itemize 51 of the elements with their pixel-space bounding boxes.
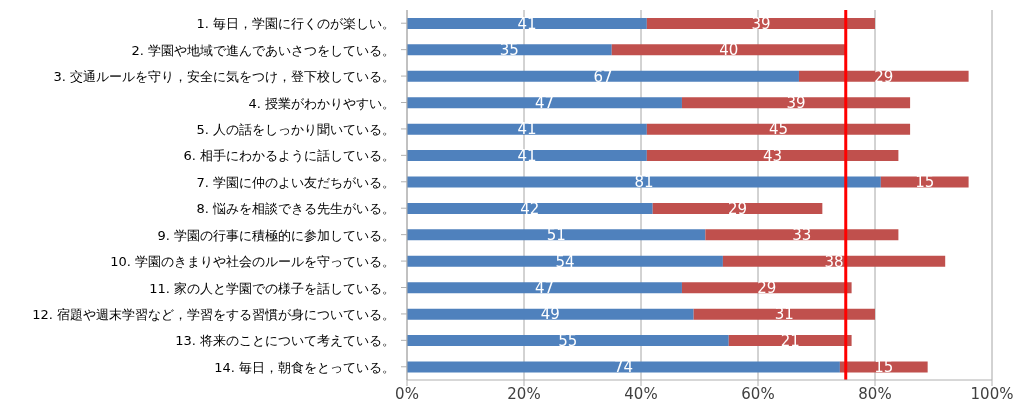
y-tick-label: 13. 将来のことについて考えている。 <box>175 333 395 349</box>
x-tick-label: 80% <box>858 384 892 403</box>
bar <box>646 17 875 29</box>
bar <box>681 97 911 109</box>
y-tick-label: 12. 宿題や週末学習など，学習をする習慣が身についている。 <box>32 306 395 322</box>
y-tick-label: 6. 相手にわかるように話している。 <box>183 148 395 164</box>
bar <box>407 255 723 267</box>
y-tick-label: 7. 学園に仲のよい友だちがいる。 <box>196 174 395 190</box>
y-tick-label: 8. 悩みを相談できる先生がいる。 <box>196 201 395 217</box>
bar <box>407 97 682 109</box>
bar <box>705 229 899 241</box>
bar <box>798 70 969 82</box>
x-tick-label: 100% <box>970 384 1014 403</box>
bar <box>693 308 875 320</box>
bar <box>652 202 823 214</box>
y-tick-label: 11. 家の人と学園での様子を話している。 <box>149 280 395 296</box>
bar <box>728 335 852 347</box>
bar <box>407 308 694 320</box>
bar <box>407 123 647 135</box>
y-tick-label: 10. 学園のきまりや社会のルールを守っている。 <box>110 254 395 270</box>
bar <box>646 150 899 162</box>
bar <box>880 176 969 188</box>
bar <box>407 70 799 82</box>
bar <box>407 229 706 241</box>
data-label: 38 <box>824 252 844 271</box>
y-tick-label: 5. 人の話をしっかり聞いている。 <box>196 121 395 137</box>
bar <box>722 255 946 267</box>
bar <box>407 150 647 162</box>
bar <box>611 44 846 56</box>
bar <box>407 282 682 294</box>
data-label: 54 <box>555 252 575 271</box>
x-tick-label: 0% <box>395 384 419 403</box>
y-tick-label: 2. 学園や地域で進んであいさつをしている。 <box>131 42 395 58</box>
bar <box>407 176 881 188</box>
bar <box>407 361 840 373</box>
bar <box>407 17 647 29</box>
bar <box>407 44 612 56</box>
bar <box>681 282 852 294</box>
y-tick-label: 9. 学園の行事に積極的に参加している。 <box>157 227 395 243</box>
x-tick-label: 60% <box>741 384 775 403</box>
y-tick-label: 3. 交通ルールを守り，安全に気をつけ，登下校している。 <box>53 69 395 85</box>
bar <box>407 335 729 347</box>
y-tick-label: 14. 毎日，朝食をとっている。 <box>214 359 395 375</box>
y-tick-label: 4. 授業がわかりやすい。 <box>248 95 395 111</box>
data-label: 29 <box>874 67 894 86</box>
bar <box>646 123 911 135</box>
data-label: 67 <box>593 67 613 86</box>
x-tick-label: 40% <box>624 384 658 403</box>
y-tick-label: 1. 毎日，学園に行くのが楽しい。 <box>196 16 395 32</box>
x-tick-label: 20% <box>507 384 541 403</box>
bar <box>407 202 653 214</box>
